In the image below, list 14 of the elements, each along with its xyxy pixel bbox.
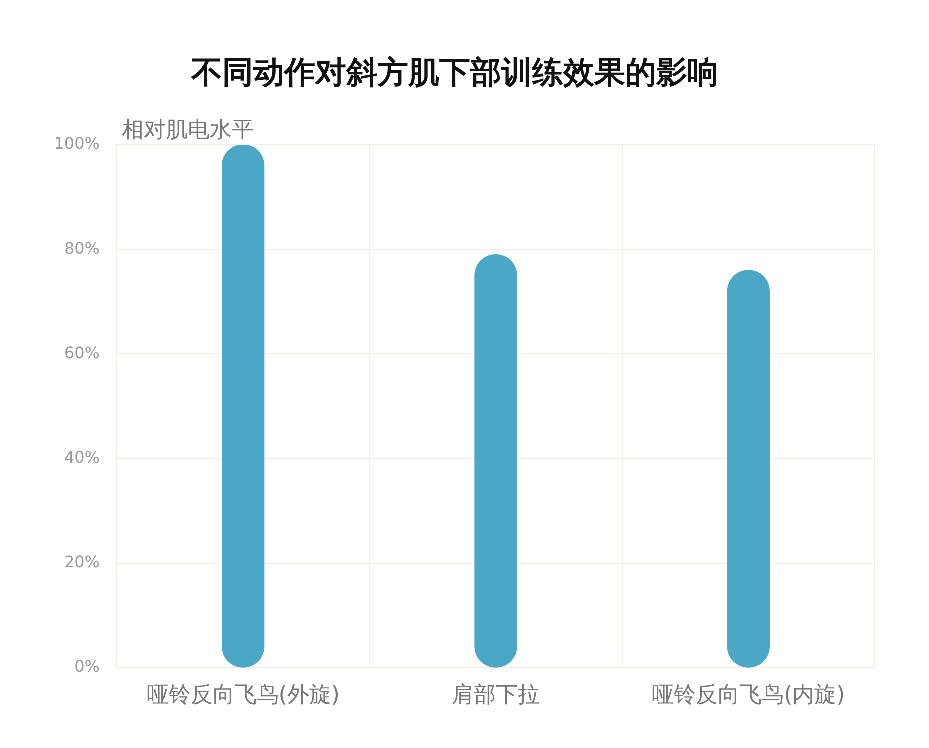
- y-tick-label: 100%: [54, 134, 100, 154]
- y-tick-label: 80%: [64, 238, 100, 258]
- x-tick-label: 哑铃反向飞鸟(内旋): [652, 682, 846, 708]
- bar: [222, 145, 265, 668]
- y-tick-label: 0%: [74, 657, 100, 676]
- y-tick-label: 20%: [64, 552, 100, 572]
- x-tick-label: 哑铃反向飞鸟(外旋): [146, 682, 340, 708]
- y-tick-label: 60%: [64, 343, 100, 362]
- y-tick-label: 40%: [64, 448, 100, 467]
- bar: [727, 270, 770, 668]
- bar: [474, 254, 518, 668]
- chart-title: 不同动作对斜方肌下部训练效果的影响: [190, 55, 718, 92]
- y-axis-title: 相对肌电水平: [122, 118, 254, 143]
- x-tick-label: 肩部下拉: [452, 682, 540, 708]
